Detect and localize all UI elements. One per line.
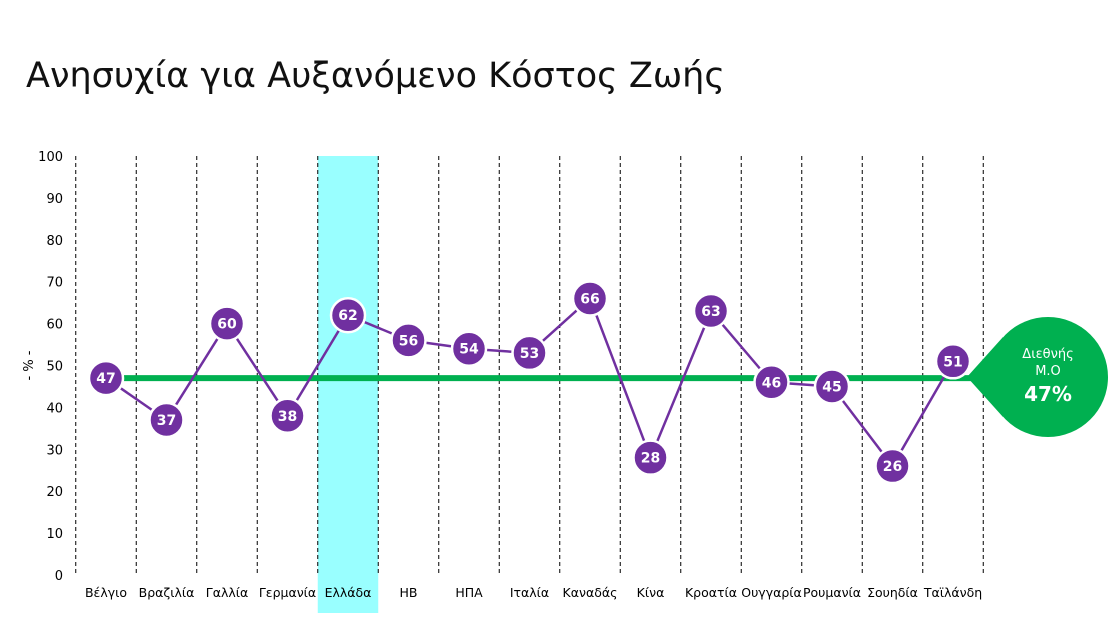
data-point [329,296,367,334]
y-tick-label: 100 [38,150,63,165]
data-label: 46 [762,375,781,391]
x-tick-label: Σουηδία [867,585,918,600]
y-tick-label: 50 [46,360,63,375]
data-label: 63 [701,304,720,320]
y-tick-label: 90 [46,192,63,207]
data-label: 54 [459,342,479,358]
data-label: 37 [157,413,176,429]
y-tick-label: 70 [46,276,63,291]
data-point [874,447,911,485]
highlight-band [317,156,379,613]
data-label: 47 [96,371,115,387]
data-label: 66 [580,291,599,307]
x-tick-label: Βραζιλία [139,585,195,600]
chart-title: Ανησυχία για Αυξανόμενο Κόστος Ζωής [26,56,725,96]
x-tick-label: Γαλλία [206,585,248,600]
data-label: 26 [883,459,902,475]
average-callout-text: Διεθνής Μ.Ο 47% [1005,346,1091,406]
y-tick-label: 10 [46,527,63,542]
data-label: 53 [520,346,539,362]
y-tick-label: 80 [46,234,63,249]
x-tick-label: Καναδάς [563,585,618,600]
data-label: 28 [641,451,660,467]
data-point [692,292,730,330]
data-point [813,368,851,405]
y-tick-label: 0 [55,569,63,584]
data-point [269,397,306,435]
x-tick-label: Ταϊλάνδη [923,585,982,600]
data-point [390,322,427,359]
x-tick-label: Κίνα [637,585,665,600]
average-callout-label-2: Μ.Ο [1035,364,1061,379]
data-point [632,439,669,476]
x-tick-label: Κροατία [685,585,737,600]
data-label: 56 [399,333,418,349]
data-label: 60 [217,317,237,333]
y-axis-label: - % - [22,350,37,380]
data-point [753,364,790,401]
y-tick-label: 20 [46,485,63,500]
y-tick-label: 40 [46,401,63,416]
x-tick-label: Γερμανία [259,585,316,600]
average-callout-label-1: Διεθνής [1022,347,1074,362]
y-tick-label: 60 [46,318,63,333]
x-tick-label: ΗΒ [400,585,418,600]
data-label: 45 [822,379,841,395]
data-label: 38 [278,409,297,425]
data-label: 62 [338,308,357,324]
x-tick-label: Ελλάδα [325,585,372,600]
x-tick-label: Βέλγιο [85,585,127,600]
data-point [208,305,246,342]
data-point [934,343,972,380]
x-tick-label: Ουγγαρία [741,585,802,600]
x-tick-label: Ιταλία [510,585,549,600]
average-callout-value: 47% [1024,382,1072,406]
data-point [511,334,548,372]
data-point [148,401,185,439]
data-label: 51 [943,354,962,370]
y-tick-label: 30 [46,443,63,458]
x-tick-label: ΗΠΑ [455,585,483,600]
data-point [571,280,609,317]
data-point [87,359,125,397]
x-tick-label: Ρουμανία [803,585,861,600]
average-callout-bubble [988,317,1108,437]
data-point [450,330,488,367]
